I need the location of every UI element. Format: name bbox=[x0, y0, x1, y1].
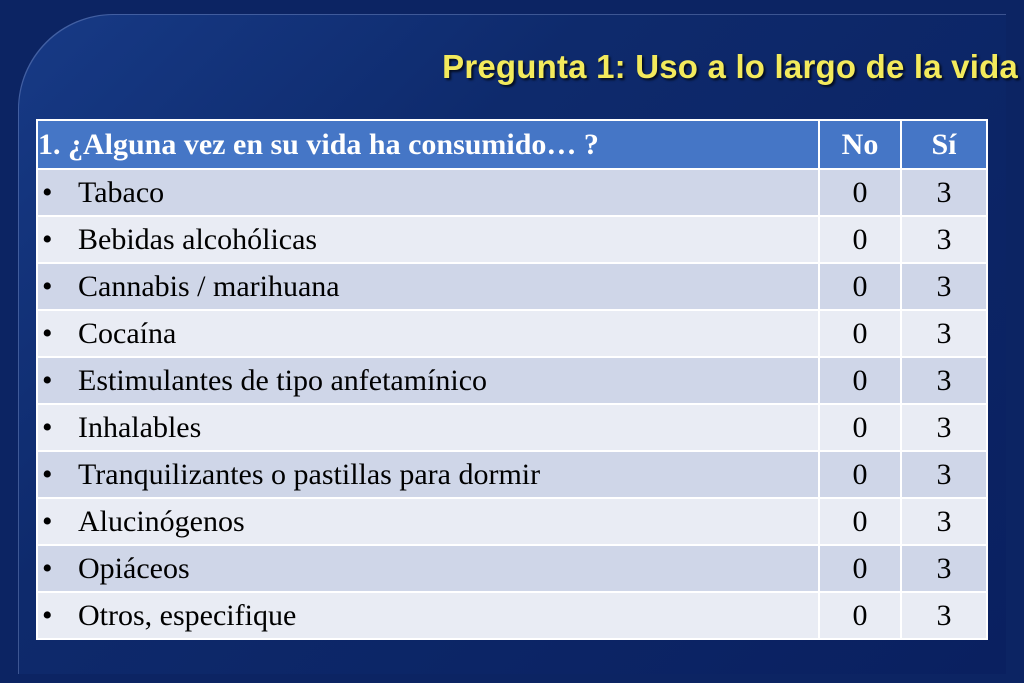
slide-title: Pregunta 1: Uso a lo largo de la vida bbox=[442, 48, 1018, 85]
item-label: Cannabis / marihuana bbox=[78, 270, 340, 303]
bullet: • bbox=[42, 411, 53, 444]
item-label: Inhalables bbox=[78, 411, 202, 444]
table-row: • Alucinógenos 0 3 bbox=[36, 497, 988, 546]
value-no: 0 bbox=[818, 591, 902, 640]
value-si: 3 bbox=[900, 544, 988, 593]
value-no: 0 bbox=[818, 403, 902, 452]
item-cell: • Tabaco bbox=[36, 168, 820, 217]
bullet: • bbox=[42, 505, 53, 538]
table-row: • Cannabis / marihuana 0 3 bbox=[36, 262, 988, 311]
value-no: 0 bbox=[818, 309, 902, 358]
value-no: 0 bbox=[818, 450, 902, 499]
item-label: Alucinógenos bbox=[78, 505, 245, 538]
value-si: 3 bbox=[900, 403, 988, 452]
bullet: • bbox=[42, 176, 53, 209]
value-si: 3 bbox=[900, 450, 988, 499]
table-row: • Opiáceos 0 3 bbox=[36, 544, 988, 593]
header-question: 1. ¿Alguna vez en su vida ha consumido… … bbox=[36, 119, 820, 170]
value-si: 3 bbox=[900, 591, 988, 640]
table-row: • Inhalables 0 3 bbox=[36, 403, 988, 452]
value-si: 3 bbox=[900, 168, 988, 217]
value-no: 0 bbox=[818, 262, 902, 311]
item-cell: • Tranquilizantes o pastillas para dormir bbox=[36, 450, 820, 499]
table-row: • Bebidas alcohólicas 0 3 bbox=[36, 215, 988, 264]
item-cell: • Cannabis / marihuana bbox=[36, 262, 820, 311]
value-si: 3 bbox=[900, 497, 988, 546]
header-si: Sí bbox=[900, 119, 988, 170]
value-no: 0 bbox=[818, 356, 902, 405]
value-si: 3 bbox=[900, 262, 988, 311]
header-no: No bbox=[818, 119, 902, 170]
survey-table: 1. ¿Alguna vez en su vida ha consumido… … bbox=[36, 119, 988, 640]
item-cell: • Estimulantes de tipo anfetamínico bbox=[36, 356, 820, 405]
value-si: 3 bbox=[900, 215, 988, 264]
bullet: • bbox=[42, 223, 53, 256]
table-row: • Tabaco 0 3 bbox=[36, 168, 988, 217]
table-row: • Otros, especifique 0 3 bbox=[36, 591, 988, 640]
table-row: • Tranquilizantes o pastillas para dormir… bbox=[36, 450, 988, 499]
table-header-row: 1. ¿Alguna vez en su vida ha consumido… … bbox=[36, 119, 988, 170]
bullet: • bbox=[42, 458, 53, 491]
value-si: 3 bbox=[900, 309, 988, 358]
value-no: 0 bbox=[818, 168, 902, 217]
item-cell: • Opiáceos bbox=[36, 544, 820, 593]
item-label: Opiáceos bbox=[78, 552, 190, 585]
value-no: 0 bbox=[818, 497, 902, 546]
bullet: • bbox=[42, 270, 53, 303]
item-label: Tranquilizantes o pastillas para dormir bbox=[78, 458, 541, 491]
value-no: 0 bbox=[818, 215, 902, 264]
bullet: • bbox=[42, 552, 53, 585]
item-label: Otros, especifique bbox=[78, 599, 297, 632]
item-cell: • Bebidas alcohólicas bbox=[36, 215, 820, 264]
bullet: • bbox=[42, 317, 53, 350]
bullet: • bbox=[42, 364, 53, 397]
item-cell: • Cocaína bbox=[36, 309, 820, 358]
item-cell: • Alucinógenos bbox=[36, 497, 820, 546]
bullet: • bbox=[42, 599, 53, 632]
table-row: • Cocaína 0 3 bbox=[36, 309, 988, 358]
item-cell: • Otros, especifique bbox=[36, 591, 820, 640]
value-no: 0 bbox=[818, 544, 902, 593]
value-si: 3 bbox=[900, 356, 988, 405]
item-cell: • Inhalables bbox=[36, 403, 820, 452]
item-label: Estimulantes de tipo anfetamínico bbox=[78, 364, 488, 397]
table-row: • Estimulantes de tipo anfetamínico 0 3 bbox=[36, 356, 988, 405]
item-label: Cocaína bbox=[78, 317, 177, 350]
item-label: Tabaco bbox=[78, 176, 165, 209]
item-label: Bebidas alcohólicas bbox=[78, 223, 318, 256]
